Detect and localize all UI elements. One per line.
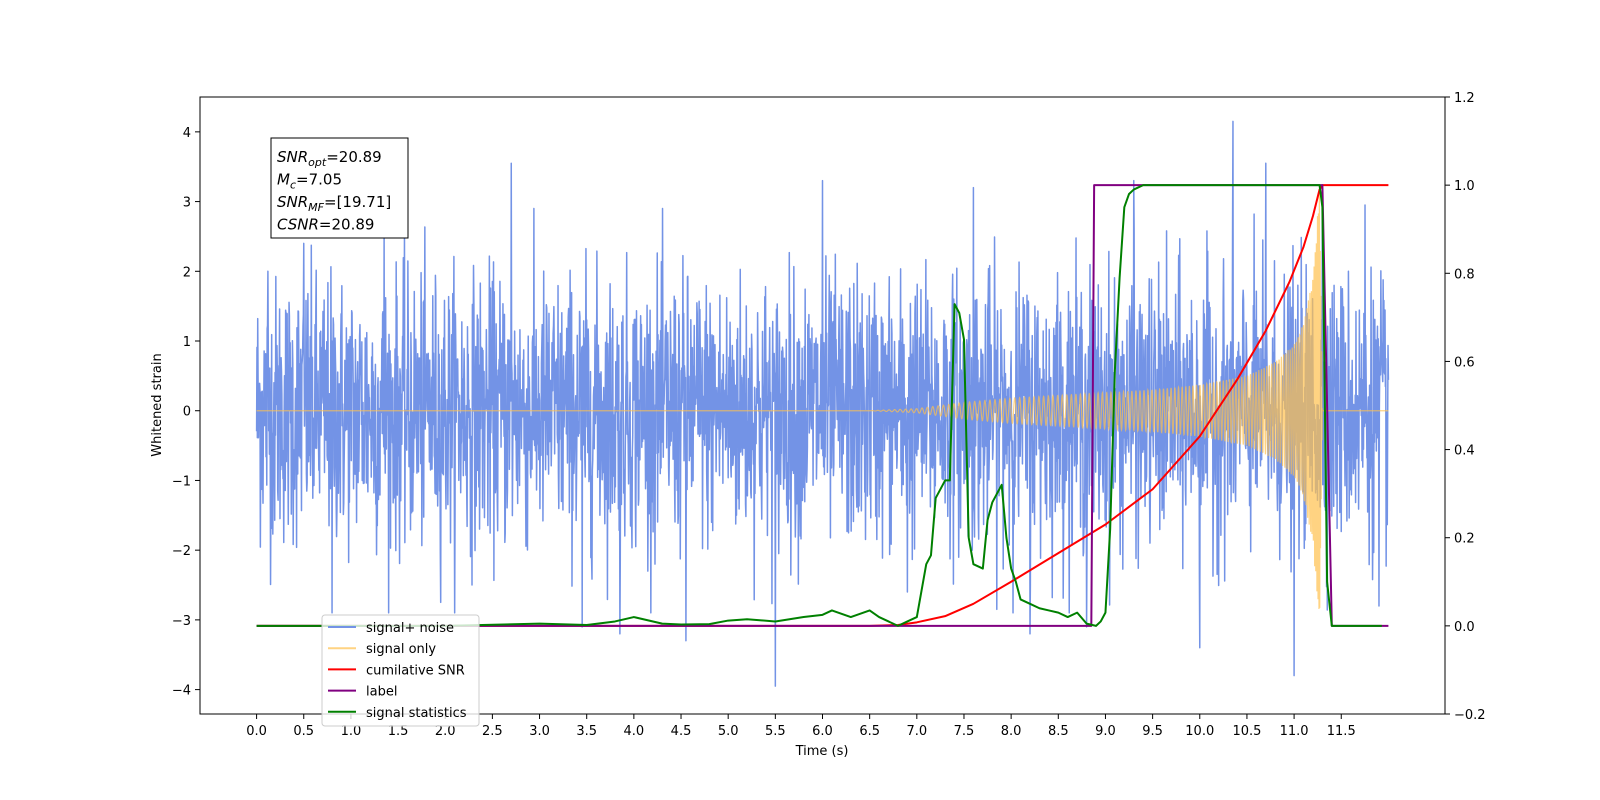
annotation-line: CSNR=20.89: [277, 216, 374, 234]
x-tick-label: 10.0: [1185, 724, 1214, 739]
series-cumilative-snr: [256, 184, 1389, 627]
y-tick-label: 1: [183, 335, 191, 350]
legend-entry: label: [366, 685, 397, 700]
x-tick-label: 9.0: [1095, 724, 1116, 739]
y2-tick-label: 1.0: [1454, 179, 1475, 194]
x-tick-label: 7.0: [906, 724, 927, 739]
y2-tick-label: 0.2: [1454, 532, 1475, 547]
legend-entry: signal only: [366, 642, 436, 657]
x-tick-label: 3.0: [529, 724, 550, 739]
x-tick-label: 4.5: [671, 724, 692, 739]
y2-tick-label: 0.0: [1454, 620, 1475, 635]
y-tick-label: 0: [183, 405, 191, 420]
x-tick-label: 8.5: [1048, 724, 1069, 739]
x-tick-label: 11.5: [1327, 724, 1356, 739]
x-tick-label: 2.5: [482, 724, 503, 739]
y2-tick-label: −0.2: [1454, 708, 1486, 723]
y-tick-label: 3: [183, 196, 191, 211]
x-tick-label: 1.5: [388, 724, 409, 739]
y2-tick-label: 0.4: [1454, 444, 1475, 459]
annotation-line: Mc=7.05: [277, 171, 342, 192]
y-tick-label: −4: [172, 684, 191, 699]
series-signal-noise: [255, 120, 1390, 687]
x-tick-label: 3.5: [576, 724, 597, 739]
x-tick-label: 6.0: [812, 724, 833, 739]
y-tick-label: −3: [172, 614, 191, 629]
x-tick-label: 0.5: [293, 724, 314, 739]
legend-entry: signal statistics: [366, 706, 467, 721]
legend-entry: signal+ noise: [366, 621, 454, 636]
x-tick-label: 7.5: [954, 724, 975, 739]
annotation-line: SNRopt=20.89: [277, 148, 382, 169]
y-tick-label: 4: [183, 126, 191, 141]
x-tick-label: 5.0: [718, 724, 739, 739]
y2-tick-label: 0.8: [1454, 267, 1475, 282]
x-tick-label: 0.0: [246, 724, 267, 739]
y2-tick-label: 0.6: [1454, 355, 1475, 370]
x-axis-label: Time (s): [795, 744, 849, 759]
series-signal-only: [256, 190, 1389, 610]
x-tick-label: 8.0: [1001, 724, 1022, 739]
y-tick-label: −2: [172, 544, 191, 559]
legend-entry: cumilative SNR: [366, 663, 465, 678]
x-tick-label: 10.5: [1232, 724, 1261, 739]
annotation-line: SNRMF=[19.71]: [277, 193, 391, 214]
x-tick-label: 9.5: [1142, 724, 1163, 739]
y-tick-label: 2: [183, 265, 191, 280]
x-tick-label: 2.0: [435, 724, 456, 739]
x-tick-label: 5.5: [765, 724, 786, 739]
x-tick-label: 1.0: [341, 724, 362, 739]
series-signal-statistics: [256, 184, 1382, 627]
y-tick-label: −1: [172, 474, 191, 489]
x-tick-label: 4.0: [624, 724, 645, 739]
legend: signal+ noise signal only cumilative SNR la…: [321, 614, 480, 727]
y-axis-label: Whitened strain: [150, 353, 165, 456]
y2-tick-label: 1.2: [1454, 91, 1475, 106]
x-tick-label: 6.5: [859, 724, 880, 739]
x-tick-label: 11.0: [1280, 724, 1309, 739]
